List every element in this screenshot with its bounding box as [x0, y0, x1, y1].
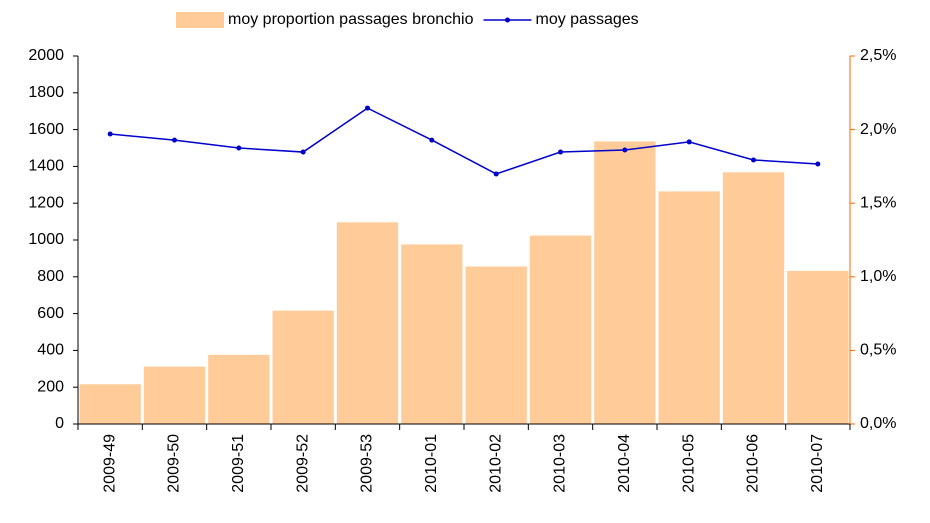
y-tick-label: 400	[37, 342, 64, 359]
bar	[594, 141, 656, 424]
y-tick-label: 1200	[28, 194, 64, 211]
legend-label: moy proportion passages bronchio	[228, 11, 474, 28]
y-tick-label: 1800	[28, 84, 64, 101]
line-marker	[815, 161, 821, 167]
bar	[465, 266, 527, 424]
line-marker	[107, 131, 113, 137]
line-marker	[236, 145, 242, 151]
line-marker	[622, 147, 628, 153]
bar	[529, 235, 592, 424]
line-marker	[558, 149, 563, 155]
x-tick-label: 2010-05	[680, 434, 697, 493]
y-tick-label: 600	[37, 305, 64, 322]
x-tick-label: 2010-01	[423, 434, 440, 493]
bar	[79, 384, 141, 424]
y2-tick-label: 1,0%	[860, 268, 896, 285]
x-tick-label: 2010-07	[809, 434, 826, 493]
y-tick-label: 2000	[28, 47, 64, 64]
line	[110, 107, 818, 175]
y-tick-label: 1000	[28, 231, 64, 248]
y2-tick-label: 2,0%	[860, 121, 896, 138]
line-marker	[751, 157, 756, 163]
y2-tick-label: 0,0%	[860, 415, 896, 432]
x-tick-label: 2010-06	[745, 434, 762, 493]
bar	[272, 310, 334, 424]
line-marker	[493, 171, 499, 177]
x-tick-label: 2009-51	[230, 434, 247, 493]
x-tick-label: 2010-04	[616, 434, 633, 493]
line-marker	[300, 149, 306, 155]
x-tick-label: 2009-49	[101, 434, 118, 493]
legend-marker	[504, 17, 510, 23]
x-tick-label: 2010-03	[552, 434, 569, 493]
bar	[787, 270, 849, 424]
legend-label: moy passages	[535, 11, 638, 28]
line-marker	[365, 105, 370, 111]
x-tick-label: 2010-02	[487, 434, 504, 493]
x-tick-label: 2009-53	[359, 434, 376, 493]
legend-swatch	[176, 12, 224, 28]
line-marker	[172, 137, 177, 143]
bar	[143, 366, 206, 424]
bar	[722, 172, 785, 424]
y2-tick-label: 2,5%	[860, 47, 896, 64]
y2-tick-label: 0,5%	[860, 342, 896, 359]
y-tick-label: 0	[55, 415, 64, 432]
y-tick-label: 200	[37, 378, 64, 395]
bar	[336, 222, 399, 424]
line-marker	[686, 139, 692, 145]
bar	[401, 244, 463, 424]
bar	[658, 191, 720, 424]
y-tick-label: 1400	[28, 158, 64, 175]
y-tick-label: 800	[37, 268, 64, 285]
x-tick-label: 2009-50	[166, 434, 183, 493]
x-tick-label: 2009-52	[294, 434, 311, 493]
y2-tick-label: 1,5%	[860, 194, 896, 211]
line-marker	[429, 137, 435, 143]
bar	[208, 354, 270, 424]
y-tick-label: 1600	[28, 121, 64, 138]
legend: moy proportion passages bronchio moy pass…	[176, 11, 639, 28]
